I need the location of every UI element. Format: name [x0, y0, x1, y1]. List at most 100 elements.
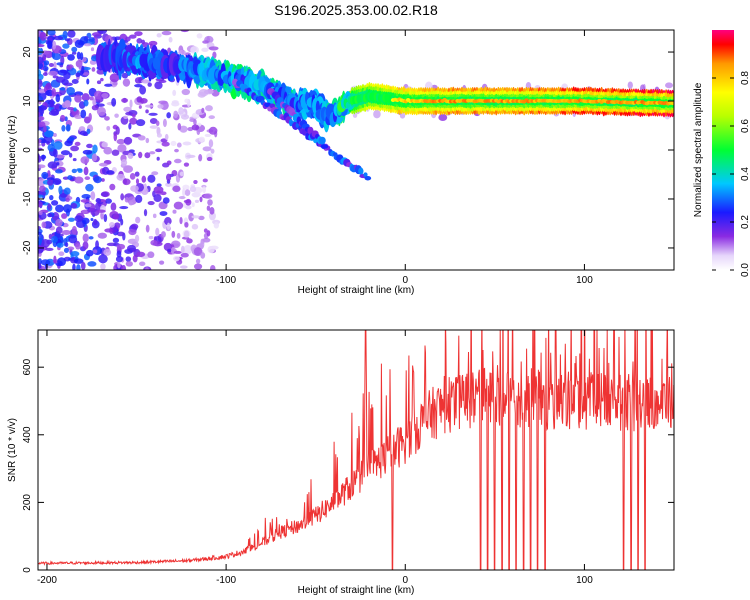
spectrogram-noise-cell [627, 81, 633, 89]
spectrogram-noise-cell [48, 62, 54, 67]
spectrogram-noise-cell [71, 168, 77, 174]
spectrogram-noise-cell [72, 263, 76, 270]
spectrogram-noise-cell [162, 197, 170, 204]
spectrogram-noise-cell [125, 261, 133, 267]
spectrogram-noise-cell [72, 157, 77, 162]
spectrogram-noise-cell [38, 178, 46, 187]
spectrogram-noise-cell [38, 56, 44, 64]
snr-series-line [38, 330, 674, 570]
spectrogram-noise-cell [119, 205, 129, 210]
spectrogram-noise-cell [178, 107, 184, 115]
spectrogram-noise-cell [40, 259, 51, 266]
spectrogram-tail-cell [358, 167, 364, 175]
spectrogram-noise-cell [167, 248, 172, 253]
spectrogram-noise-cell [63, 204, 72, 213]
spectrogram-noise-cell [53, 140, 63, 150]
spectrogram-noise-cell [143, 209, 148, 217]
spectrogram-noise-cell [162, 118, 167, 128]
spectrogram-noise-cell [64, 140, 73, 147]
spectrogram-noise-cell [100, 77, 104, 82]
spectrogram-noise-cell [112, 213, 119, 220]
spectrogram-noise-cell [96, 106, 106, 116]
spectrogram-noise-cell [179, 265, 188, 269]
spectrogram-noise-cell [52, 52, 61, 61]
spectrogram-noise-cell [71, 46, 78, 53]
spectrogram-noise-cell [55, 76, 66, 83]
spectrogram-noise-cell [157, 104, 164, 109]
spectrogram-noise-cell [82, 72, 90, 76]
spectrogram-noise-cell [155, 120, 160, 126]
spectrogram-noise-cell [177, 123, 182, 131]
spectrogram-noise-cell [181, 88, 191, 96]
spectrogram-noise-cell [202, 178, 208, 183]
spectrogram-noise-cell [70, 251, 80, 257]
spectrogram-noise-cell [38, 210, 43, 216]
spectrogram-noise-cell [186, 154, 196, 159]
spectrogram-noise-cell [159, 260, 165, 265]
spectrogram-x-title: Height of straight line (km) [298, 285, 415, 296]
spectrogram-noise-cell [61, 124, 66, 132]
spectrogram-noise-cell [101, 92, 109, 99]
spectrogram-noise-cell [75, 243, 81, 250]
spectrogram-noise-cell [125, 111, 133, 116]
spectrogram-noise-cell [84, 203, 92, 208]
spectrogram-noise-cell [130, 223, 139, 230]
spectrogram-noise-cell [112, 81, 118, 86]
spectrogram-noise-cell [123, 136, 133, 145]
spectrogram-noise-cell [85, 249, 94, 257]
figure-title: S196.2025.353.00.02.R18 [274, 2, 438, 18]
spectrogram-noise-cell [134, 77, 143, 84]
spectrogram-noise-cell [154, 81, 163, 90]
spectrogram-noise-cell [665, 82, 674, 89]
spectrogram-noise-cell [206, 156, 213, 162]
spectrogram-noise-cell [111, 97, 117, 107]
spectrogram-noise-cell [56, 242, 64, 248]
spectrogram-noise-cell [116, 231, 125, 237]
spectrogram-noise-cell [172, 185, 181, 193]
spectrogram-noise-cell [86, 128, 91, 134]
spectrogram-noise-cell [47, 161, 58, 169]
spectrogram-noise-cell [193, 247, 203, 257]
spectrogram-noise-cell [58, 185, 63, 195]
spectrogram-noise-cell [147, 82, 152, 87]
spectrogram-noise-cell [70, 145, 80, 152]
spectrogram-noise-cell [156, 133, 162, 138]
spectrogram-noise-cell [74, 141, 81, 147]
spectrogram-noise-cell [155, 227, 160, 236]
spectrogram-noise-cell [147, 251, 155, 259]
snr-series-group [38, 330, 674, 570]
spectrogram-noise-cell [68, 235, 78, 244]
spectrogram-noise-cell [56, 62, 64, 66]
spectrogram-noise-cell [64, 38, 70, 42]
spectrogram-noise-cell [88, 236, 94, 240]
spectrogram-noise-cell [53, 255, 57, 264]
spectrogram-noise-cell [52, 40, 57, 50]
spectrogram-noise-cell [38, 44, 45, 48]
spectrogram-noise-cell [127, 244, 136, 252]
spectrogram-noise-cell [190, 46, 199, 54]
spectrogram-noise-cell [49, 194, 54, 201]
spectrogram-noise-cell [196, 33, 203, 39]
spectrogram-noise-cell [62, 30, 68, 39]
spectrogram-noise-cell [193, 179, 198, 185]
spectrogram-noise-cell [207, 245, 215, 254]
spectrogram-noise-cell [129, 172, 136, 180]
spectrogram-noise-cell [93, 218, 98, 226]
spectrogram-noise-cell [145, 104, 154, 108]
spectrogram-noise-cell [130, 185, 139, 192]
spectrogram-noise-cell [80, 156, 90, 164]
spectrogram-noise-cell [45, 247, 54, 252]
spectrogram-noise-cell [38, 201, 43, 208]
spectrogram-noise-cell [90, 47, 95, 52]
spectrogram-noise-cell [206, 230, 211, 237]
spectrogram-noise-cell [171, 230, 176, 238]
spectrogram-noise-cell [158, 100, 168, 105]
spectrogram-noise-cell [141, 175, 147, 183]
spectrogram-noise-cell [105, 198, 112, 204]
spectrogram-noise-cell [136, 251, 146, 258]
spectrogram-tail-cell [364, 175, 372, 181]
spectrogram-noise-cell [122, 178, 131, 186]
spectrogram-noise-cell [120, 193, 125, 201]
spectrogram-noise-cell [38, 88, 46, 94]
spectrogram-noise-cell [41, 221, 47, 229]
